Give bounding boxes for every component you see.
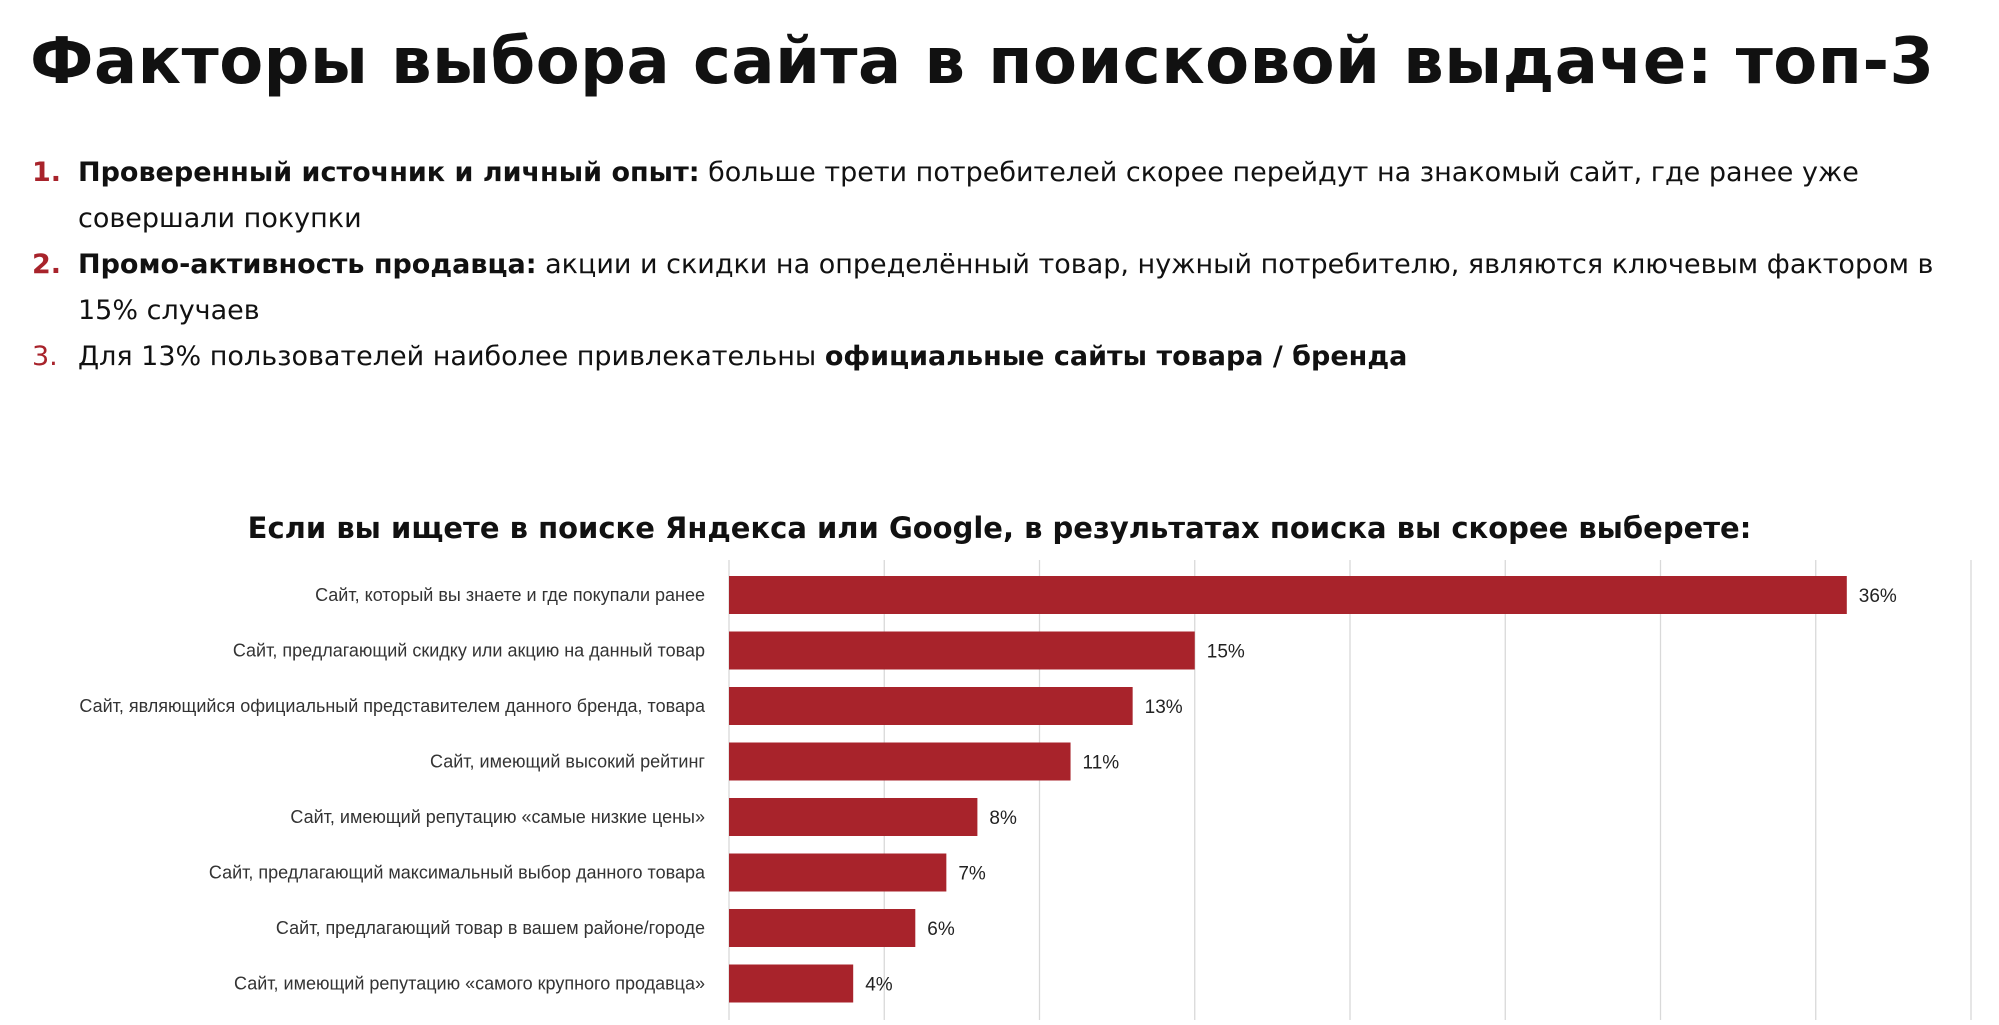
bar-chart: Сайт, который вы знаете и где покупали р… [79,560,1972,1020]
chart-gridlines [728,560,1972,1020]
bar [729,687,1133,725]
bar [729,909,916,947]
bar [729,798,978,836]
bar [729,964,854,1003]
category-label: Сайт, предлагающий максимальный выбор да… [209,863,706,883]
point-text: Промо-активность продавца: акции и скидк… [78,249,1933,326]
point-number: 1. [32,157,62,188]
category-label: Сайт, имеющий репутацию «самые низкие це… [290,807,705,827]
category-label: Сайт, который вы знаете и где покупали р… [315,585,705,605]
key-point-2: 2. Промо-активность продавца: акции и ск… [32,242,1962,334]
value-label: 4% [865,975,893,996]
page-title: Факторы выбора сайта в поисковой выдаче:… [30,25,1935,99]
point-body: больше трети потребителей скорее перейду… [78,157,1859,234]
value-label: 36% [1859,586,1897,607]
bar [729,631,1195,670]
point-number: 2. [32,249,62,280]
bar [729,853,947,892]
point-bold-lead: Промо-активность продавца: [78,249,537,280]
value-label: 13% [1145,697,1183,718]
category-label: Сайт, предлагающий товар в вашем районе/… [276,918,705,938]
bar [729,742,1071,781]
point-number: 3. [32,341,58,372]
value-label: 11% [1083,753,1120,774]
point-bold-tail: официальные сайты товара / бренда [824,341,1408,372]
category-label: Сайт, имеющий высокий рейтинг [430,752,705,772]
category-label: Сайт, предлагающий скидку или акцию на д… [233,641,705,661]
point-body: акции и скидки на определённый товар, ну… [78,249,1934,326]
point-body: Для 13% пользователей наиболее привлекат… [78,341,825,372]
category-label: Сайт, имеющий репутацию «самого крупного… [234,974,705,994]
key-point-3: 3. Для 13% пользователей наиболее привле… [32,334,1962,380]
chart-category-labels: Сайт, который вы знаете и где покупали р… [79,585,706,994]
value-label: 7% [958,864,986,885]
point-text: Проверенный источник и личный опыт: боль… [78,157,1859,234]
value-label: 15% [1207,642,1245,663]
value-label: 8% [989,808,1017,829]
value-label: 6% [927,919,955,940]
bar [729,576,1847,614]
chart-bars [729,576,1847,1003]
point-bold-lead: Проверенный источник и личный опыт: [78,157,700,188]
chart-value-labels: 36% 15% 13% 11% 8% 7% 6% 4% [865,586,1897,996]
chart-title: Если вы ищете в поиске Яндекса или Googl… [247,511,1752,545]
category-label: Сайт, являющийся официальный представите… [79,696,706,716]
key-point-1: 1. Проверенный источник и личный опыт: б… [32,150,1962,242]
key-points-list: 1. Проверенный источник и личный опыт: б… [32,150,1962,380]
point-text: Для 13% пользователей наиболее привлекат… [78,341,1407,372]
